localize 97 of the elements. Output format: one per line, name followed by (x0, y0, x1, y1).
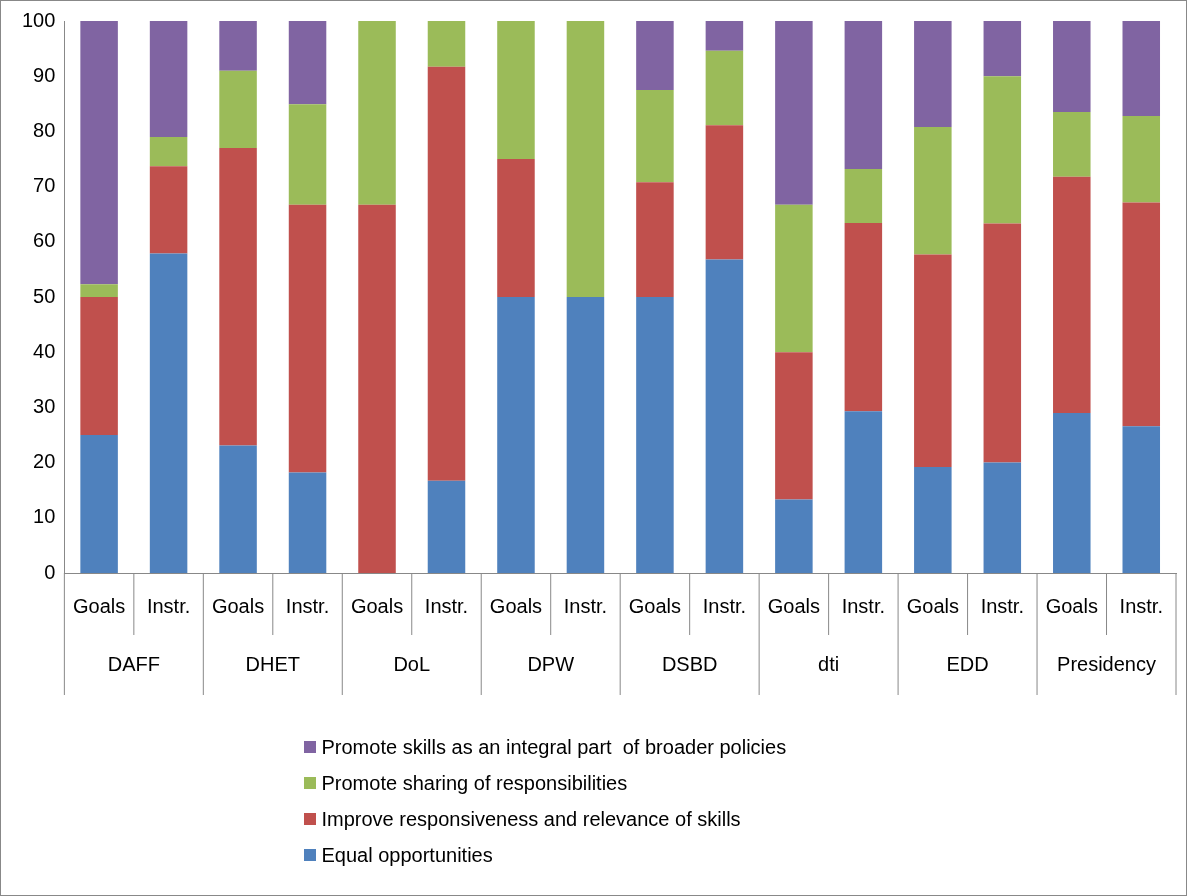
text: DAFF (107, 652, 160, 675)
bar (705, 21, 744, 51)
bar (636, 297, 674, 573)
y-tick-label: 10 (33, 505, 56, 528)
x-tick-label: Goals (211, 594, 265, 617)
bar (636, 182, 674, 297)
y-tick-label: 40 (33, 339, 56, 362)
y-tick-label: 90 (33, 63, 56, 86)
text: EDD (946, 652, 989, 675)
bar (288, 204, 327, 473)
bar (844, 411, 883, 573)
bar (288, 21, 327, 105)
bar (636, 90, 674, 183)
bar (288, 104, 327, 205)
bar (219, 70, 257, 148)
bar (566, 21, 605, 297)
bar (775, 499, 813, 573)
bar (358, 21, 396, 205)
bar (914, 254, 952, 468)
text: Presidency (1057, 652, 1156, 675)
y-tick-label: 20 (33, 450, 56, 473)
x-tick-label: Goals (72, 594, 126, 617)
bar (983, 462, 1022, 573)
bar (844, 21, 883, 169)
bar (775, 204, 813, 353)
bar (149, 166, 188, 254)
x-tick-label: Goals (350, 594, 404, 617)
x-tick-label: Instr. (146, 594, 191, 617)
bar (1053, 21, 1091, 113)
x-tick-label: Instr. (1119, 594, 1163, 617)
bar (983, 223, 1022, 463)
legend-label: Improve responsiveness and relevance of skills (321, 807, 741, 832)
bar (1053, 412, 1091, 573)
bar (149, 21, 188, 137)
bar (358, 204, 396, 573)
x-tick-label: Instr. (563, 594, 608, 617)
y-tick-label: 0 (44, 560, 56, 583)
bar (1122, 21, 1161, 116)
bar (149, 136, 188, 167)
y-tick-label: 100 (21, 8, 56, 31)
bar (636, 21, 674, 90)
bar (844, 223, 883, 412)
text: DHET (245, 652, 301, 675)
bar (288, 472, 327, 573)
text: dti (818, 652, 840, 675)
legend-label: Promote sharing of responsibilities (321, 771, 628, 796)
bar (149, 253, 188, 573)
x-tick-label: Goals (628, 594, 682, 617)
bar (1122, 202, 1161, 427)
bar (1053, 112, 1091, 177)
bar (705, 125, 744, 260)
bar (219, 147, 257, 446)
bar (497, 21, 535, 159)
y-tick-label: 80 (33, 118, 56, 141)
bar (1122, 115, 1161, 203)
bar (775, 21, 813, 205)
bar (566, 297, 605, 573)
bar (80, 435, 118, 573)
bar (705, 259, 744, 573)
bar (1053, 176, 1091, 413)
y-tick-label: 60 (33, 229, 56, 252)
bar (219, 445, 257, 573)
bar (80, 297, 118, 435)
bar (705, 50, 744, 126)
bar (844, 168, 883, 224)
x-tick-label: Instr. (980, 594, 1024, 617)
bar (983, 76, 1022, 224)
bar (914, 126, 952, 255)
bar (219, 21, 257, 71)
y-tick-label: 50 (33, 284, 56, 307)
bar (427, 21, 466, 67)
text: DoL (393, 652, 431, 675)
bar (497, 159, 535, 297)
x-tick-label: Instr. (424, 594, 469, 617)
bar (983, 21, 1022, 77)
x-tick-label: Goals (489, 594, 543, 617)
bar (80, 284, 118, 297)
legend-label: Promote skills as an integral part of broader policies (321, 735, 787, 760)
bar (1122, 426, 1161, 573)
legend-label: Equal opportunities (321, 843, 493, 868)
y-tick-label: 70 (33, 174, 56, 197)
x-tick-label: Goals (906, 594, 959, 617)
bar (427, 66, 466, 481)
bar (914, 467, 952, 573)
bar (775, 352, 813, 500)
text: DPW (527, 652, 575, 675)
x-tick-label: Instr. (841, 594, 886, 617)
x-tick-label: Instr. (702, 594, 747, 617)
bar (497, 297, 535, 573)
y-tick-label: 30 (33, 394, 56, 417)
bar (80, 21, 118, 285)
x-tick-label: Goals (1045, 594, 1098, 617)
bar (427, 480, 466, 573)
text: DSBD (661, 652, 718, 675)
x-tick-label: Instr. (285, 594, 330, 617)
bar (914, 21, 952, 127)
x-tick-label: Goals (767, 594, 820, 617)
